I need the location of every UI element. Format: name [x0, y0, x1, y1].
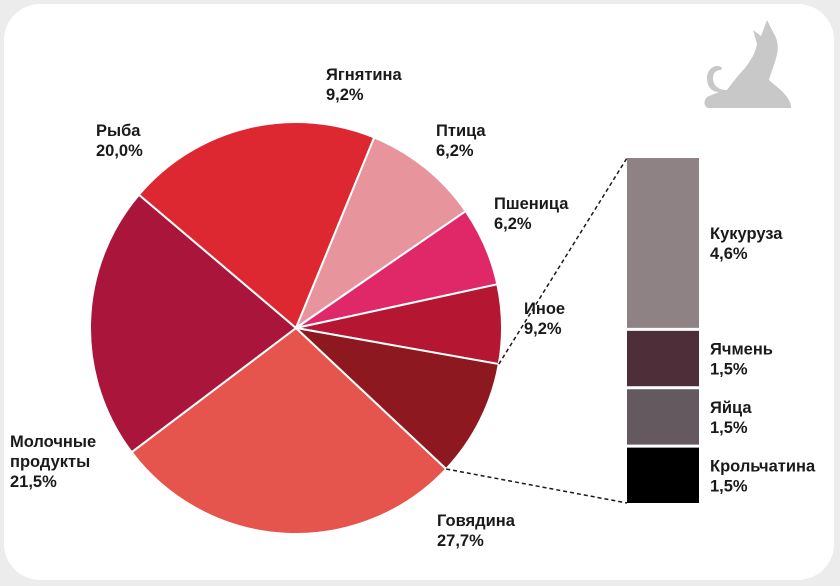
cat-silhouette-icon [704, 20, 791, 108]
pie-label-молочные-продукты: Молочные продукты 21,5% [10, 433, 96, 491]
pie-label-говядина: Говядина 27,7% [437, 512, 516, 550]
stack-segment-ячмень [627, 330, 699, 387]
pie-label-пшеница: Пшеница 6,2% [494, 195, 569, 233]
pie-slices [89, 121, 503, 536]
stack-segment-крольчатина [627, 447, 699, 503]
stack-segment-яйца [627, 389, 699, 445]
pie-label-птица: Птица 6,2% [436, 122, 486, 160]
connector-lines [446, 157, 628, 504]
pie-label-ягнятина: Ягнятина 9,2% [326, 66, 403, 104]
pie-slice-рыба [137, 121, 376, 330]
connector-top [498, 157, 628, 365]
stack-segment-кукуруза [627, 158, 699, 328]
stacked-bar-labels: Кукуруза 4,6% Ячмень 1,5% Яйца 1,5% Крольчатин… [710, 225, 816, 495]
pie-slice-говядина [130, 326, 448, 536]
stack-label-кукуруза: Кукуруза 4,6% [710, 225, 783, 263]
pie-label-рыба: Рыба 20,0% [96, 122, 143, 160]
stack-label-яйца: Яйца 1,5% [710, 399, 752, 437]
stack-label-ячмень: Ячмень 1,5% [710, 341, 773, 379]
pie-labels: Говядина 27,7% Молочные продукты 21,5% Рыба 20… [10, 66, 569, 550]
pie-slice-ягнятина [293, 136, 468, 331]
pie-slice-иное [292, 326, 500, 471]
stacked-breakdown-bar [627, 158, 699, 503]
pie-slice-молочные-продукты [89, 193, 298, 454]
connector-bottom [446, 468, 628, 504]
stack-label-крольчатина: Крольчатина 1,5% [710, 457, 816, 495]
pie-label-иное: Иное 9,2% [524, 300, 565, 338]
